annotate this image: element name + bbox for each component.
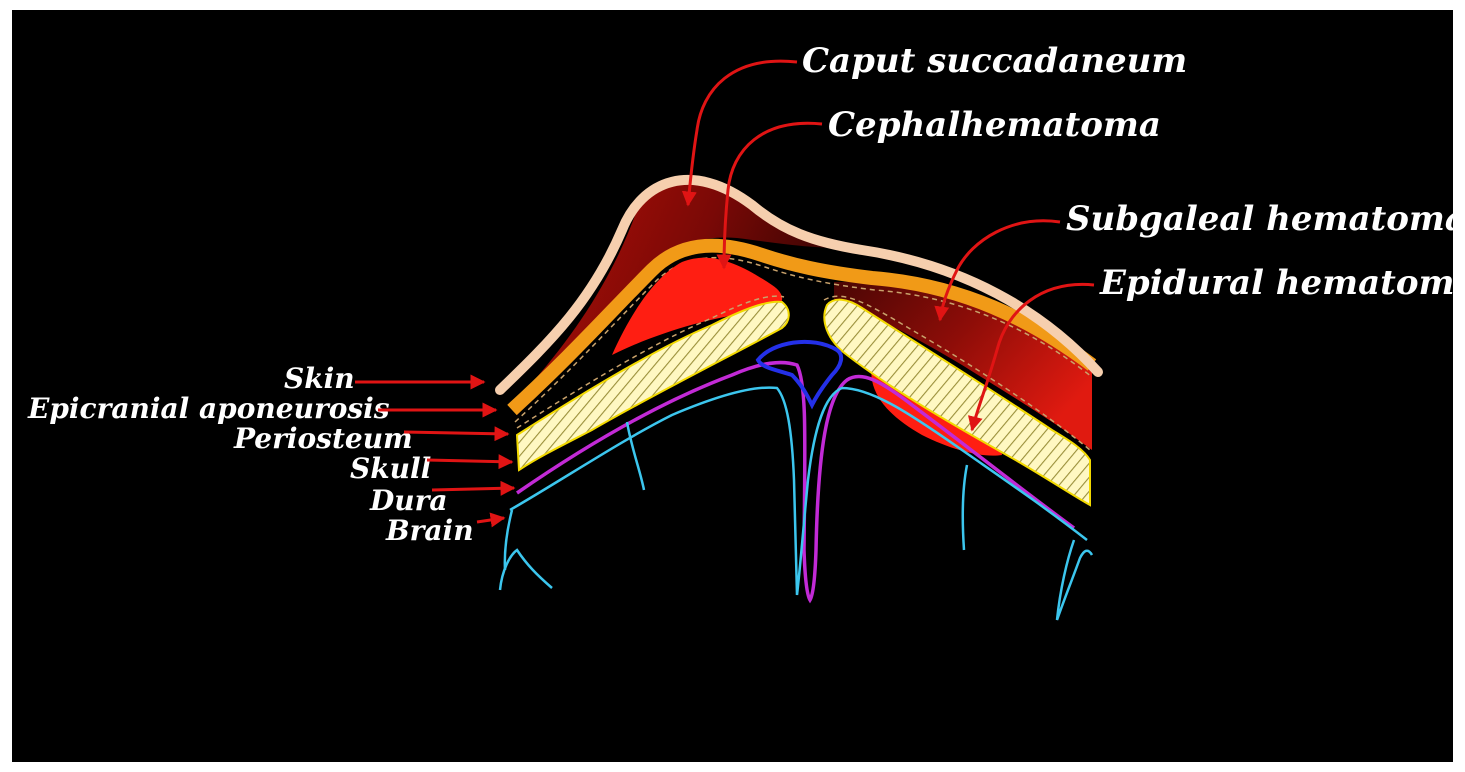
brain-sulcus xyxy=(625,421,646,491)
aponeurosis-layer xyxy=(507,238,1097,416)
cephalhematoma-region xyxy=(612,257,783,355)
arrow-periosteum xyxy=(403,426,510,442)
arrow-subgaleal xyxy=(934,219,1061,322)
label-periosteum: Periosteum xyxy=(233,422,413,455)
label-caput-succadaneum: Caput succadaneum xyxy=(802,41,1187,81)
label-epidural-hematoma: Epidural hematoma xyxy=(1099,263,1453,303)
label-skin: Skin xyxy=(284,362,355,395)
label-epicranial-aponeurosis: Epicranial aponeurosis xyxy=(27,392,390,425)
label-brain: Brain xyxy=(385,514,474,547)
brain-sulcus xyxy=(503,509,514,571)
skull-right-plate xyxy=(823,298,1091,507)
arrow-cephalhematoma xyxy=(716,121,823,270)
label-subgaleal-hematoma: Subgaleal hematoma xyxy=(1066,199,1453,239)
dura-layer xyxy=(516,360,1076,604)
brain-sulcus xyxy=(498,548,553,591)
superior-sagittal-sinus xyxy=(755,339,844,410)
brain-sulcus xyxy=(961,464,969,551)
label-skull: Skull xyxy=(350,452,431,485)
skull-left-plate xyxy=(515,300,790,472)
arrow-skull xyxy=(426,454,514,470)
caput-succedaneum-region xyxy=(515,177,872,415)
label-cephalhematoma: Cephalhematoma xyxy=(828,105,1161,145)
scalp-layers-diagram: Caput succadaneum Cephalhematoma Subgale… xyxy=(27,41,1453,621)
diagram-background: Caput succadaneum Cephalhematoma Subgale… xyxy=(12,10,1453,762)
skin-layer xyxy=(495,175,1103,395)
arrow-caput xyxy=(681,59,798,207)
arrow-brain xyxy=(476,512,506,528)
arrow-epidural xyxy=(968,282,1095,432)
brain-sulcus xyxy=(1055,539,1094,621)
arrow-dura xyxy=(431,480,516,496)
brain-outline xyxy=(509,386,1088,596)
